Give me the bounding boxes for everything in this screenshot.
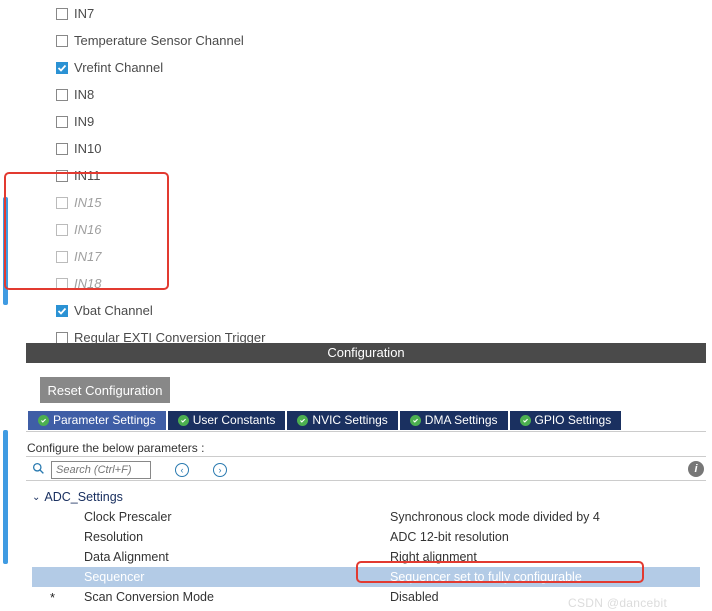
divider xyxy=(26,480,706,481)
channel-row: IN10 xyxy=(26,135,706,162)
param-value: Disabled xyxy=(390,590,439,604)
tree-section-title: ADC_Settings xyxy=(44,490,123,504)
channel-row: IN18 xyxy=(26,270,706,297)
param-label: Scan Conversion Mode xyxy=(32,590,390,604)
parameter-tree: ⌄ ADC_Settings Clock PrescalerSynchronou… xyxy=(32,487,700,607)
param-label: Resolution xyxy=(32,530,390,544)
check-icon xyxy=(520,415,531,426)
channel-row: IN15 xyxy=(26,189,706,216)
tab-label: NVIC Settings xyxy=(312,411,387,430)
search-next-button[interactable]: › xyxy=(213,463,227,477)
left-scroll-indicator-top xyxy=(3,197,8,305)
channel-row: IN11 xyxy=(26,162,706,189)
channel-label: Vrefint Channel xyxy=(74,60,163,75)
modified-indicator-icon: * xyxy=(50,590,55,605)
channel-label: IN10 xyxy=(74,141,101,156)
channel-row: Vbat Channel xyxy=(26,297,706,324)
channel-row: IN7 xyxy=(26,0,706,27)
channel-checkbox[interactable] xyxy=(56,170,68,182)
param-row[interactable]: ResolutionADC 12-bit resolution xyxy=(32,527,700,547)
search-input[interactable] xyxy=(51,461,151,479)
channel-checkbox[interactable] xyxy=(56,8,68,20)
check-icon xyxy=(178,415,189,426)
param-value: ADC 12-bit resolution xyxy=(390,530,509,544)
channel-checkbox xyxy=(56,197,68,209)
channel-row: IN16 xyxy=(26,216,706,243)
channel-row: Temperature Sensor Channel xyxy=(26,27,706,54)
check-icon xyxy=(297,415,308,426)
tab-parameter-settings[interactable]: Parameter Settings xyxy=(28,411,166,430)
channel-row: IN9 xyxy=(26,108,706,135)
channel-checkbox[interactable] xyxy=(56,62,68,74)
search-icon[interactable] xyxy=(32,462,45,478)
channel-label: IN17 xyxy=(74,249,101,264)
tab-gpio-settings[interactable]: GPIO Settings xyxy=(510,411,622,430)
channel-label: IN7 xyxy=(74,6,94,21)
channel-list: IN7 Temperature Sensor Channel Vrefint Cha… xyxy=(26,0,706,351)
tab-label: Parameter Settings xyxy=(53,411,156,430)
param-label: Data Alignment xyxy=(32,550,390,564)
channel-checkbox[interactable] xyxy=(56,89,68,101)
param-value: Synchronous clock mode divided by 4 xyxy=(390,510,600,524)
tab-label: DMA Settings xyxy=(425,411,498,430)
param-row[interactable]: Clock PrescalerSynchronous clock mode di… xyxy=(32,507,700,527)
tab-user-constants[interactable]: User Constants xyxy=(168,411,286,430)
channel-checkbox[interactable] xyxy=(56,305,68,317)
watermark-text: CSDN @dancebit xyxy=(568,596,667,610)
channel-row: IN17 xyxy=(26,243,706,270)
chevron-down-icon: ⌄ xyxy=(32,492,40,503)
configure-params-label: Configure the below parameters : xyxy=(27,441,204,455)
channel-checkbox[interactable] xyxy=(56,143,68,155)
channel-label: IN18 xyxy=(74,276,101,291)
channel-label: IN16 xyxy=(74,222,101,237)
reset-configuration-button[interactable]: Reset Configuration xyxy=(40,377,170,403)
param-label: Clock Prescaler xyxy=(32,510,390,524)
search-prev-button[interactable]: ‹ xyxy=(175,463,189,477)
channel-label: IN8 xyxy=(74,87,94,102)
tab-nvic-settings[interactable]: NVIC Settings xyxy=(287,411,397,430)
channel-checkbox xyxy=(56,278,68,290)
param-value: Sequencer set to fully configurable xyxy=(390,570,582,584)
divider xyxy=(26,456,706,457)
channel-label: Vbat Channel xyxy=(74,303,153,318)
channel-checkbox xyxy=(56,224,68,236)
info-icon[interactable]: i xyxy=(688,461,704,477)
tab-dma-settings[interactable]: DMA Settings xyxy=(400,411,508,430)
channel-label: IN15 xyxy=(74,195,101,210)
check-icon xyxy=(38,415,49,426)
tree-section-header[interactable]: ⌄ ADC_Settings xyxy=(32,487,700,507)
channel-checkbox xyxy=(56,251,68,263)
tab-label: GPIO Settings xyxy=(535,411,612,430)
channel-label: Temperature Sensor Channel xyxy=(74,33,244,48)
channel-row: IN8 xyxy=(26,81,706,108)
param-label: Sequencer xyxy=(32,570,390,584)
channel-label: IN9 xyxy=(74,114,94,129)
search-row: ‹ › xyxy=(32,461,227,479)
channel-checkbox[interactable] xyxy=(56,332,68,344)
param-row[interactable]: Data AlignmentRight alignment xyxy=(32,547,700,567)
divider xyxy=(26,431,706,432)
tab-label: User Constants xyxy=(193,411,276,430)
settings-tabs: Parameter Settings User Constants NVIC Set… xyxy=(28,411,623,430)
left-scroll-indicator-bottom xyxy=(3,430,8,564)
channel-checkbox[interactable] xyxy=(56,35,68,47)
channel-label: IN11 xyxy=(74,168,101,183)
param-row[interactable]: SequencerSequencer set to fully configur… xyxy=(32,567,700,587)
param-value: Right alignment xyxy=(390,550,477,564)
channel-row: Vrefint Channel xyxy=(26,54,706,81)
channel-checkbox[interactable] xyxy=(56,116,68,128)
check-icon xyxy=(410,415,421,426)
configuration-header: Configuration xyxy=(26,343,706,363)
